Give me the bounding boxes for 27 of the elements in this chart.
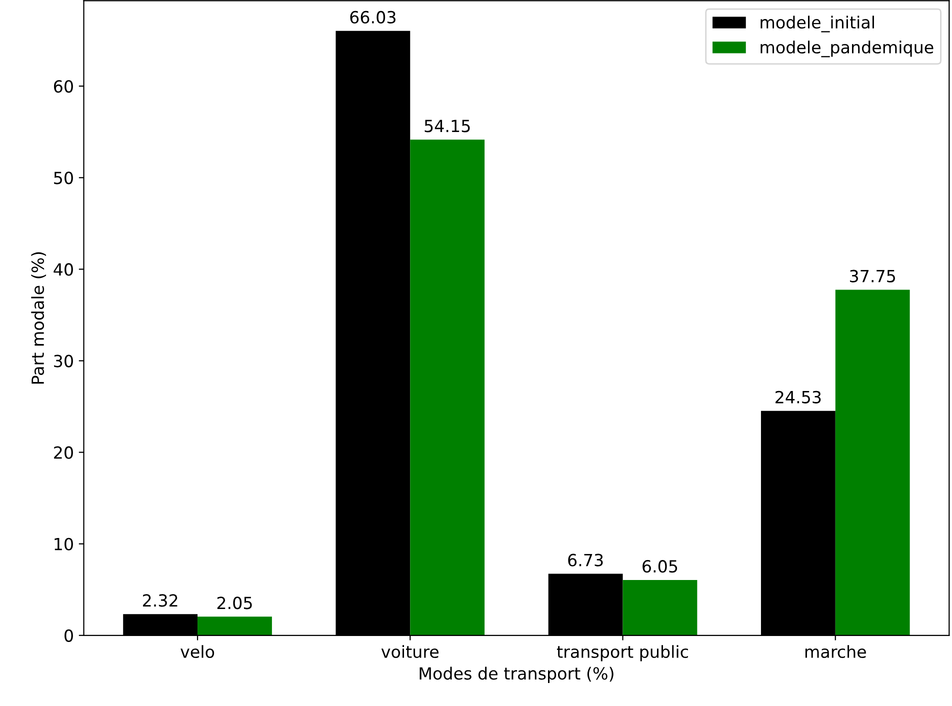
legend-label: modele_pandemique xyxy=(760,40,934,58)
y-tick-label: 30 xyxy=(54,354,73,368)
y-tick-label: 50 xyxy=(54,172,73,184)
y-tick-label: 10 xyxy=(54,538,73,550)
y-tick-label: 20 xyxy=(54,446,73,459)
x-axis-title: Modes de transport (%) xyxy=(420,666,614,683)
data-label: 2.05 xyxy=(217,596,252,610)
y-axis-title: Part modale (%) xyxy=(31,252,46,384)
x-tick-label: marche xyxy=(805,645,866,658)
y-tick-label: 0 xyxy=(64,629,73,642)
data-label: 24.53 xyxy=(776,390,821,404)
data-label: 6.05 xyxy=(642,560,678,573)
x-tick-label: transport public xyxy=(556,645,688,662)
x-tick-label: velo xyxy=(180,645,214,658)
y-tick-label: 40 xyxy=(54,263,73,276)
data-label: 6.73 xyxy=(568,554,603,566)
data-label: 37.75 xyxy=(850,270,895,282)
data-label: 66.03 xyxy=(350,10,396,24)
y-tick-label: 60 xyxy=(54,80,73,93)
x-tick-label: voiture xyxy=(381,645,439,658)
bar xyxy=(198,616,272,636)
bar xyxy=(410,140,485,636)
data-label: 2.32 xyxy=(142,594,178,607)
bar xyxy=(622,580,698,636)
bar xyxy=(835,290,910,636)
legend-label: modele_initial xyxy=(760,16,874,32)
data-label: 54.15 xyxy=(424,120,470,132)
